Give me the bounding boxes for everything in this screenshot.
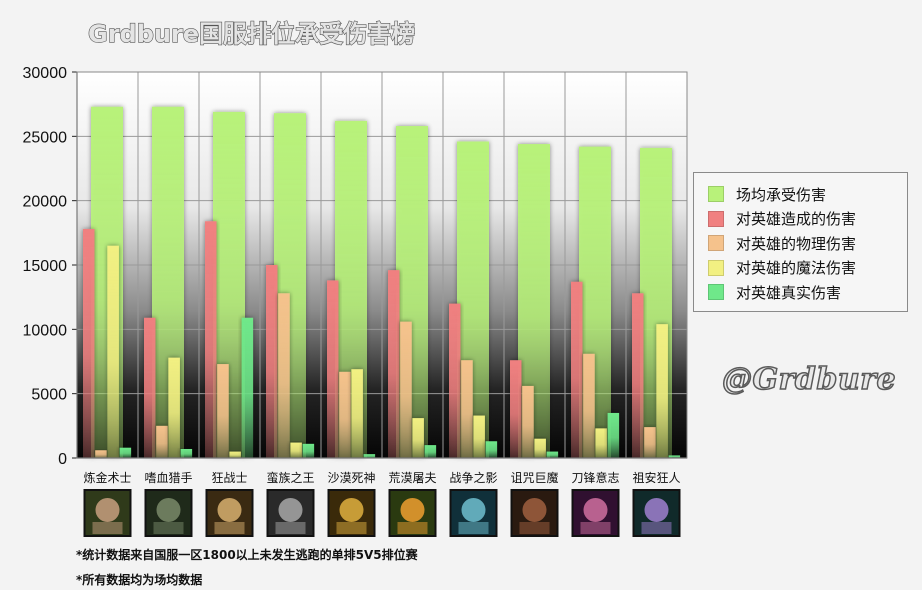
bar [266, 265, 278, 458]
footnote: *统计数据来自国服一区1800以上未发生逃跑的单排5V5排位赛 [76, 548, 418, 562]
bar [302, 443, 315, 458]
bar [156, 425, 168, 458]
bar [571, 281, 583, 458]
legend-item: 对英雄的魔法伤害 [708, 256, 907, 281]
bar [485, 441, 498, 458]
legend-label: 对英雄造成的伤害 [736, 210, 857, 229]
bar [583, 353, 595, 458]
y-tick-label: 25000 [23, 129, 68, 146]
x-tick-label: 祖安狂人 [632, 470, 680, 485]
bar [339, 371, 351, 458]
legend-swatch [708, 259, 724, 276]
bar [229, 451, 241, 458]
x-tick-label: 沙漠死神 [327, 471, 375, 485]
bar [449, 303, 461, 458]
bar [546, 451, 559, 458]
bar [363, 454, 376, 458]
bar [107, 245, 119, 458]
bar [424, 445, 437, 458]
bar [241, 317, 254, 458]
bar [656, 324, 668, 458]
bar [632, 293, 644, 458]
bar [522, 385, 534, 458]
bar [351, 369, 363, 458]
champion-icon-face [95, 498, 120, 522]
bar [217, 364, 229, 458]
bar [144, 317, 156, 458]
y-tick-label: 5000 [31, 387, 67, 404]
legend-label: 场均承受伤害 [736, 185, 827, 204]
bar [95, 450, 107, 458]
bar [83, 228, 95, 458]
champion-icon-face [461, 498, 486, 522]
legend: 场均承受伤害 对英雄造成的伤害 对英雄的物理伤害 对英雄的魔法伤害 对英雄真实伤… [693, 172, 908, 312]
champion-icon-body [641, 522, 672, 534]
legend-item: 场均承受伤害 [708, 182, 907, 207]
y-tick-label: 15000 [23, 258, 68, 275]
legend-label: 对英雄的魔法伤害 [736, 259, 857, 278]
champion-icon-body [519, 522, 550, 534]
legend-item: 对英雄真实伤害 [708, 280, 907, 305]
y-tick-label: 0 [58, 451, 67, 468]
bar [412, 418, 424, 458]
legend-swatch [708, 186, 724, 203]
bar [290, 442, 302, 458]
bar [473, 415, 485, 458]
champion-icon-body [458, 522, 489, 534]
bar [461, 360, 473, 458]
bar [168, 357, 180, 458]
champion-icon-body [92, 522, 123, 534]
bar [205, 221, 217, 458]
bar [644, 427, 656, 458]
bar [400, 321, 412, 458]
x-tick-label: 战争之影 [449, 471, 497, 485]
y-tick-label: 10000 [23, 322, 68, 339]
champion-icon-body [336, 522, 367, 534]
bar [534, 438, 546, 458]
champion-icon-face [400, 498, 425, 522]
champion-icon-body [214, 522, 245, 534]
champion-icon-body [275, 522, 306, 534]
champion-icon-body [580, 522, 611, 534]
bar [278, 293, 290, 458]
bar [327, 280, 339, 458]
champion-icon-body [153, 522, 184, 534]
champion-icon-face [339, 498, 364, 522]
legend-swatch [708, 284, 724, 301]
y-tick-label: 30000 [23, 65, 68, 82]
bar [388, 270, 400, 458]
plot-border [76, 71, 688, 459]
x-tick-label: 诅咒巨魔 [510, 470, 558, 485]
bar [180, 448, 193, 458]
x-tick-label: 荒漠屠夫 [388, 471, 436, 485]
footnote: *所有数据均为场均数据 [76, 573, 203, 587]
x-tick-label: 炼金术士 [83, 470, 131, 485]
watermark: @Grdbure [721, 361, 897, 398]
legend-label: 对英雄的物理伤害 [736, 234, 857, 253]
champion-icon-body [397, 522, 428, 534]
legend-label: 对英雄真实伤害 [736, 283, 842, 302]
bar [510, 360, 522, 458]
champion-icon-face [217, 498, 242, 522]
champion-icon-face [583, 498, 608, 522]
bar [595, 428, 607, 458]
x-tick-label: 嗜血猎手 [144, 471, 192, 485]
champion-icon-face [522, 498, 547, 522]
x-tick-label: 刀锋意志 [571, 470, 619, 485]
legend-swatch [708, 210, 724, 227]
y-tick-label: 20000 [23, 194, 68, 211]
legend-item: 对英雄造成的伤害 [708, 207, 907, 232]
legend-swatch [708, 235, 724, 252]
x-tick-label: 狂战士 [211, 471, 247, 485]
champion-icon-face [278, 498, 303, 522]
chart-title: Grdbure国服排位承受伤害榜 [88, 20, 415, 48]
bar [668, 455, 681, 458]
bar [607, 412, 620, 458]
bar [119, 447, 132, 458]
champion-icon-face [156, 498, 181, 522]
legend-item: 对英雄的物理伤害 [708, 231, 907, 256]
x-tick-label: 蛮族之王 [266, 470, 314, 485]
champion-icon-face [644, 498, 669, 522]
